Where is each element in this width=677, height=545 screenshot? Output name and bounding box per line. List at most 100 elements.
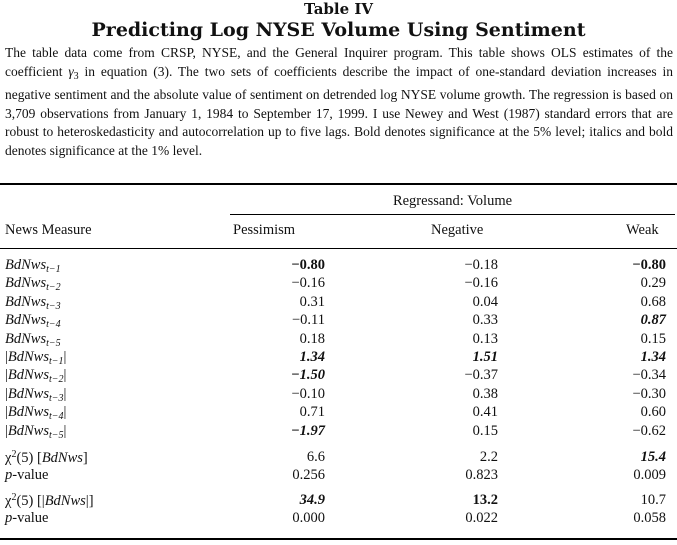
header-rule — [0, 248, 677, 249]
chi-sup: 2 — [11, 491, 17, 503]
chi-df: (5) [ — [16, 450, 42, 466]
coef-cell: −0.34 — [632, 367, 666, 384]
coef-cell: 0.68 — [640, 293, 666, 310]
chi-sup: 2 — [11, 449, 17, 460]
row-label: |BdNwst−4| — [5, 404, 66, 422]
row-label: |BdNwst−2| — [5, 367, 66, 385]
row-label-base: BdNws — [5, 293, 47, 310]
row-label-sub: t−2 — [46, 282, 61, 294]
row-label: |BdNwst−1| — [5, 349, 66, 367]
coef-cell: 1.34 — [640, 349, 666, 365]
coef-cell: 0.18 — [299, 330, 325, 347]
row-label-sub: t−5 — [46, 337, 61, 349]
coef-cell: 0.15 — [472, 422, 498, 439]
row-label-base: BdNws — [7, 385, 49, 402]
top-rule — [0, 183, 677, 185]
coef-cell: −0.80 — [291, 257, 325, 273]
chi-value: 6.6 — [306, 449, 325, 465]
row-label: BdNwst−1 — [5, 257, 61, 275]
table-row: |BdNwst−4| 0.71 0.41 0.60 — [0, 404, 677, 424]
chi-var: BdNws — [41, 450, 83, 466]
coef-cell: −1.97 — [290, 422, 325, 439]
coef-cell: 1.51 — [472, 349, 498, 365]
row-label: |BdNwst−3| — [5, 386, 66, 404]
table-row: BdNwst−4 −0.11 0.33 0.87 — [0, 312, 677, 332]
header-pessimism: Pessimism — [233, 222, 296, 238]
row-label-sub: t−1 — [46, 264, 61, 275]
coef-cell: −0.30 — [632, 385, 666, 402]
row-label-base: BdNws — [5, 257, 47, 273]
row-label-base: BdNws — [5, 275, 47, 292]
p-symbol: p — [5, 467, 13, 484]
coef-cell: 0.87 — [640, 312, 666, 329]
coef-cell: −0.11 — [291, 312, 325, 329]
coef-cell: −0.37 — [464, 367, 498, 384]
row-label-sub: t−5 — [49, 429, 64, 441]
coef-cell: −0.62 — [632, 422, 666, 439]
caption-part-2: in equation (3). The two sets of coeffic… — [5, 63, 673, 158]
chi-value: 13.2 — [472, 491, 498, 508]
chi-square-label: χ2(5) [|BdNws|] — [5, 492, 94, 510]
row-label-sub: t−3 — [49, 392, 64, 404]
caption-gamma: γ — [68, 63, 74, 79]
row-label-base: BdNws — [5, 312, 47, 329]
chi-value: 34.9 — [299, 491, 325, 508]
coef-cell: 0.33 — [472, 312, 498, 329]
abs-bar: | — [63, 367, 67, 384]
table-row: |BdNwst−1| 1.34 1.51 1.34 — [0, 349, 677, 369]
p-value-label: p-value — [5, 510, 48, 527]
table-row: BdNwst−3 0.31 0.04 0.68 — [0, 294, 677, 314]
row-label-sub: t−4 — [49, 411, 64, 423]
p-value: 0.000 — [292, 510, 325, 527]
row-label-base: BdNws — [7, 422, 49, 439]
p-value: 0.058 — [633, 510, 666, 527]
row-label: BdNwst−4 — [5, 312, 61, 330]
chi-df: (5) [| — [16, 492, 45, 509]
abs-bar: | — [5, 404, 8, 421]
row-label-base: BdNws — [7, 404, 49, 421]
coef-cell: −0.16 — [464, 275, 498, 292]
p-rest: -value — [12, 467, 49, 484]
header-news-measure: News Measure — [5, 222, 92, 238]
coef-cell: 0.41 — [472, 404, 498, 421]
table-label: Table IV — [303, 0, 374, 18]
coef-cell: 0.15 — [640, 330, 666, 347]
abs-bar: | — [63, 385, 67, 402]
coef-cell: 0.38 — [472, 385, 498, 402]
chi-close: |] — [85, 492, 94, 509]
regressand-rule — [230, 214, 675, 215]
p-value: 0.256 — [292, 467, 325, 484]
abs-bar: | — [63, 422, 67, 439]
row-label-sub: t−3 — [46, 300, 61, 312]
chi-square-row: χ2(5) [|BdNws|] 34.9 13.2 10.7 — [0, 492, 677, 512]
p-rest: -value — [12, 510, 49, 527]
abs-bar: | — [5, 367, 8, 384]
table-title: Predicting Log NYSE Volume Using Sentime… — [91, 19, 586, 41]
p-value-row: p-value 0.256 0.823 0.009 — [0, 467, 677, 487]
p-value: 0.022 — [465, 510, 498, 527]
abs-bar: | — [63, 404, 67, 421]
table-row: |BdNwst−2| −1.50 −0.37 −0.34 — [0, 367, 677, 387]
coef-cell: −1.50 — [290, 367, 325, 384]
coef-cell: −0.18 — [464, 257, 498, 273]
chi-close: ] — [82, 450, 88, 466]
chi-value: 2.2 — [479, 449, 498, 465]
chi-value: 15.4 — [640, 449, 666, 465]
abs-bar: | — [5, 422, 8, 439]
row-label-sub: t−4 — [46, 319, 61, 331]
header-negative: Negative — [431, 222, 484, 238]
chi-var: BdNws — [44, 492, 86, 509]
row-label-sub: t−2 — [49, 374, 64, 386]
chi-symbol: χ — [5, 492, 12, 509]
abs-bar: | — [5, 385, 8, 402]
table-caption: The table data come from CRSP, NYSE, and… — [5, 44, 673, 161]
p-value-label: p-value — [5, 467, 48, 484]
coef-cell: 0.04 — [472, 293, 498, 310]
p-value: 0.009 — [633, 467, 666, 484]
chi-value: 10.7 — [640, 491, 666, 508]
coef-cell: −0.80 — [632, 257, 666, 273]
abs-bar: | — [63, 349, 67, 365]
bottom-rule — [0, 538, 677, 540]
table-row: |BdNwst−5| −1.97 0.15 −0.62 — [0, 423, 677, 443]
